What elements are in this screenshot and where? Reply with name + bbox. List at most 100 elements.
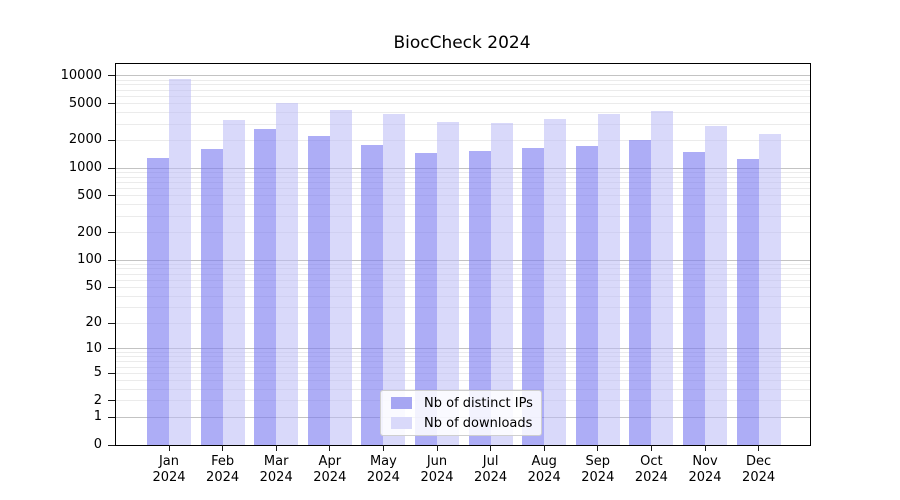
bar-distinct-ips-jul xyxy=(468,150,491,445)
bar-distinct-ips-sep xyxy=(575,145,598,445)
gridline-minor xyxy=(116,79,810,81)
gridline-minor xyxy=(116,263,810,265)
x-label-month: May xyxy=(369,454,397,469)
bar-downloads-jul xyxy=(490,122,513,445)
legend: Nb of distinct IPs Nb of downloads xyxy=(380,390,542,436)
bar-downloads-jan xyxy=(169,79,191,445)
x-label-month: Jun xyxy=(426,454,448,469)
gridline-minor xyxy=(116,103,810,105)
gridline-minor xyxy=(116,84,810,86)
y-axis-tick xyxy=(108,348,115,350)
gridline-major xyxy=(116,167,810,169)
y-axis-tick xyxy=(108,167,115,169)
bar-distinct-ips-mar xyxy=(254,129,277,445)
bar-distinct-ips-jun xyxy=(415,153,437,445)
gridline-minor xyxy=(116,372,810,374)
bar-distinct-ips-dec xyxy=(736,159,759,445)
y-axis-tick-label: 100 xyxy=(77,252,102,268)
x-axis-tick-label: Nov 2024 xyxy=(677,454,733,486)
gridline-minor xyxy=(116,366,810,368)
x-axis-tick xyxy=(168,445,170,451)
x-axis-tick-label: Aug 2024 xyxy=(516,454,572,486)
legend-item-downloads: Nb of downloads xyxy=(391,416,532,431)
bar-distinct-ips-jan xyxy=(147,157,169,445)
x-label-year: 2024 xyxy=(206,470,240,485)
x-label-month: Aug xyxy=(531,454,557,469)
bar-distinct-ips-feb xyxy=(200,149,223,445)
gridline-minor xyxy=(116,268,810,270)
y-axis-tick xyxy=(108,444,115,446)
x-label-month: Oct xyxy=(640,454,663,469)
x-axis-tick xyxy=(436,445,438,451)
gridline-minor xyxy=(116,176,810,178)
gridline-minor xyxy=(116,388,810,390)
y-axis-tick-label: 5000 xyxy=(68,95,102,111)
gridline-minor xyxy=(116,286,810,288)
bar-distinct-ips-aug xyxy=(522,148,545,445)
x-axis-tick-label: Jan 2024 xyxy=(141,454,197,486)
x-axis-tick-label: Oct 2024 xyxy=(623,454,679,486)
gridline-major xyxy=(116,75,810,77)
gridline-minor xyxy=(116,232,810,234)
x-axis-tick-label: Jun 2024 xyxy=(409,454,465,486)
y-axis-tick-label: 2 xyxy=(93,392,102,408)
bar-downloads-sep xyxy=(597,113,620,445)
x-axis-tick xyxy=(543,445,545,451)
y-axis-tick-label: 5 xyxy=(93,365,102,381)
x-axis-tick xyxy=(650,445,652,451)
x-label-year: 2024 xyxy=(474,470,508,485)
bar-downloads-feb xyxy=(222,120,245,445)
legend-swatch-downloads xyxy=(391,417,412,429)
x-axis-tick-label: Sep 2024 xyxy=(570,454,626,486)
gridline-minor xyxy=(116,195,810,197)
x-label-month: Dec xyxy=(746,454,772,469)
gridline-minor xyxy=(116,279,810,281)
y-axis-tick-label: 500 xyxy=(77,187,102,203)
y-axis-tick-label: 1 xyxy=(93,409,102,425)
y-axis-tick-label: 50 xyxy=(85,279,102,295)
x-axis-tick-label: May 2024 xyxy=(355,454,411,486)
bar-downloads-mar xyxy=(276,102,299,445)
bar-downloads-oct xyxy=(651,110,674,445)
chart-title: BiocCheck 2024 xyxy=(393,33,531,53)
y-axis-tick xyxy=(108,139,115,141)
x-label-year: 2024 xyxy=(688,470,722,485)
y-axis-tick xyxy=(108,232,115,234)
gridline-minor xyxy=(116,322,810,324)
x-axis-tick xyxy=(490,445,492,451)
x-axis-tick xyxy=(758,445,760,451)
gridline-minor xyxy=(116,306,810,308)
x-axis-tick xyxy=(275,445,277,451)
bar-downloads-may xyxy=(383,113,406,445)
gridline-minor xyxy=(116,295,810,297)
gridline-minor xyxy=(116,95,810,97)
y-axis-tick-label: 10 xyxy=(85,340,102,356)
x-axis-tick xyxy=(329,445,331,451)
x-axis-tick-label: Mar 2024 xyxy=(248,454,304,486)
gridline-minor xyxy=(116,171,810,173)
gridline-minor xyxy=(116,380,810,382)
y-axis-tick xyxy=(108,400,115,402)
x-label-month: Apr xyxy=(318,454,342,469)
y-axis-tick xyxy=(108,103,115,105)
x-label-month: Jul xyxy=(482,454,499,469)
x-label-month: Feb xyxy=(211,454,235,469)
x-label-month: Jan xyxy=(158,454,180,469)
gridline-minor xyxy=(116,204,810,206)
gridline-minor xyxy=(116,123,810,125)
x-label-year: 2024 xyxy=(152,470,186,485)
x-label-year: 2024 xyxy=(313,470,347,485)
y-axis-tick xyxy=(108,195,115,197)
bar-distinct-ips-oct xyxy=(629,140,652,445)
bar-distinct-ips-may xyxy=(361,144,384,445)
x-label-year: 2024 xyxy=(742,470,776,485)
y-axis-tick-label: 200 xyxy=(77,224,102,240)
bar-downloads-dec xyxy=(758,134,781,445)
bar-downloads-jun xyxy=(437,122,459,445)
x-label-month: Nov xyxy=(692,454,718,469)
x-label-year: 2024 xyxy=(366,470,400,485)
x-axis-tick-label: Dec 2024 xyxy=(731,454,787,486)
bar-downloads-aug xyxy=(544,119,567,445)
